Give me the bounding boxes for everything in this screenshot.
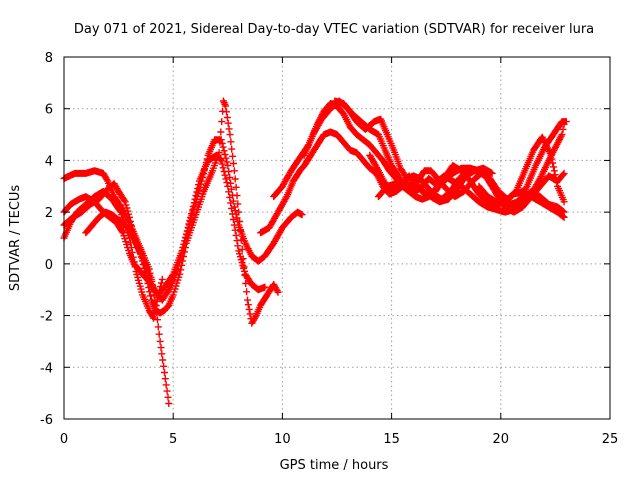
chart-title: Day 071 of 2021, Sidereal Day-to-day VTE… [74,22,594,37]
y-tick-label: 0 [45,258,53,273]
y-tick-label: 6 [45,103,53,118]
y-tick-label: 8 [45,51,53,66]
plus-markers [475,182,568,216]
x-tick-label: 5 [169,432,177,447]
y-tick-label: -2 [40,310,53,325]
y-tick-label: 4 [45,154,53,169]
y-tick-label: -4 [40,361,53,376]
x-tick-label: 20 [493,432,510,447]
grid-lines [64,57,610,419]
y-tick-label: -6 [40,413,53,428]
x-tick-label: 0 [60,432,68,447]
data-points [60,97,570,407]
x-tick-label: 25 [602,432,619,447]
series-track-11 [475,182,568,216]
plot-frame [63,56,611,420]
y-axis-label: SDTVAR / TECUs [8,185,23,292]
series-track-12 [375,164,496,206]
x-tick-label: 15 [383,432,400,447]
x-axis-label: GPS time / hours [280,458,389,473]
plus-markers [375,164,496,206]
x-tick-label: 10 [274,432,291,447]
axis-ticks: 0 5 10 15 20 25 -6 -4 -2 0 2 4 6 8 [40,51,618,447]
y-tick-label: 2 [45,206,53,221]
